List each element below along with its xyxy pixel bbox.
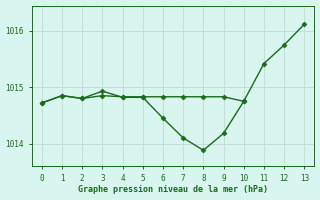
X-axis label: Graphe pression niveau de la mer (hPa): Graphe pression niveau de la mer (hPa): [78, 185, 268, 194]
